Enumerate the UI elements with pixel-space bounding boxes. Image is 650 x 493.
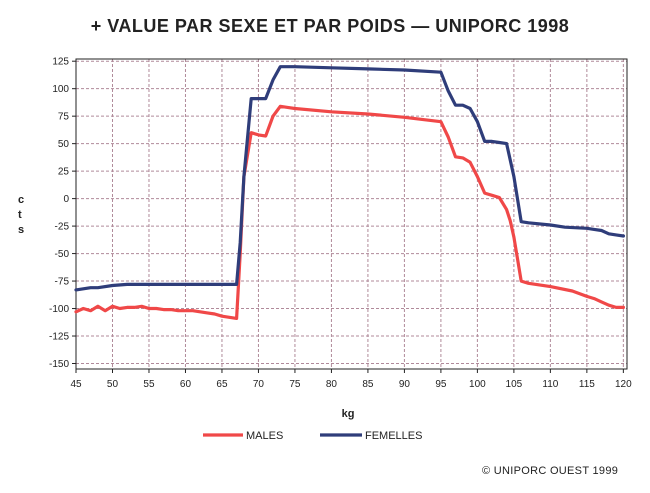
y-tick-label: 125 (52, 57, 69, 68)
x-tick-label: 60 (180, 379, 192, 390)
y-tick-label: -50 (55, 249, 70, 260)
series-line-femelles (74, 65, 625, 292)
x-axis: 45 50 55 60 65 70 75 80 85 90 95 100 105 110 115 120 (70, 369, 632, 390)
y-tick-label: -125 (49, 332, 69, 343)
y-tick-label: 100 (52, 84, 69, 95)
y-tick-label: -150 (49, 359, 69, 370)
y-tick-label: 75 (58, 112, 70, 123)
x-tick-label: 55 (143, 379, 155, 390)
x-tick-label: 90 (399, 379, 411, 390)
y-tick-label: 50 (58, 139, 70, 150)
grid (75, 59, 627, 369)
x-tick-label: 85 (362, 379, 374, 390)
x-tick-label: 115 (579, 379, 595, 390)
x-tick-label: 70 (253, 379, 265, 390)
y-axis: 125 100 75 50 25 0 -25 -50 -75 -100 -125 -150 (49, 57, 76, 370)
x-tick-label: 120 (615, 379, 632, 390)
legend: MALES FEMELLES (203, 430, 422, 442)
y-tick-label: -100 (49, 304, 69, 315)
x-tick-label: 100 (469, 379, 486, 390)
y-tick-label: 25 (58, 167, 70, 178)
y-tick-label: -25 (55, 222, 70, 233)
y-tick-label: 0 (63, 194, 69, 205)
chart-title: + VALUE PAR SEXE ET PAR POIDS — UNIPORC … (91, 16, 570, 36)
plot-area (75, 58, 628, 370)
x-tick-label: 80 (326, 379, 338, 390)
x-tick-label: 45 (70, 379, 82, 390)
series-layer (74, 65, 625, 320)
legend-label-males: MALES (246, 430, 283, 442)
y-tick-label: -75 (55, 277, 70, 288)
x-tick-label: 75 (289, 379, 301, 390)
copyright: © UNIPORC OUEST 1999 (482, 465, 618, 477)
x-tick-label: 50 (107, 379, 119, 390)
x-tick-label: 110 (542, 379, 558, 390)
x-tick-label: 95 (435, 379, 447, 390)
x-axis-label: kg (342, 408, 355, 420)
x-tick-label: 105 (506, 379, 523, 390)
series-line-males (74, 104, 625, 320)
x-tick-label: 65 (216, 379, 228, 390)
legend-label-femelles: FEMELLES (365, 430, 422, 442)
